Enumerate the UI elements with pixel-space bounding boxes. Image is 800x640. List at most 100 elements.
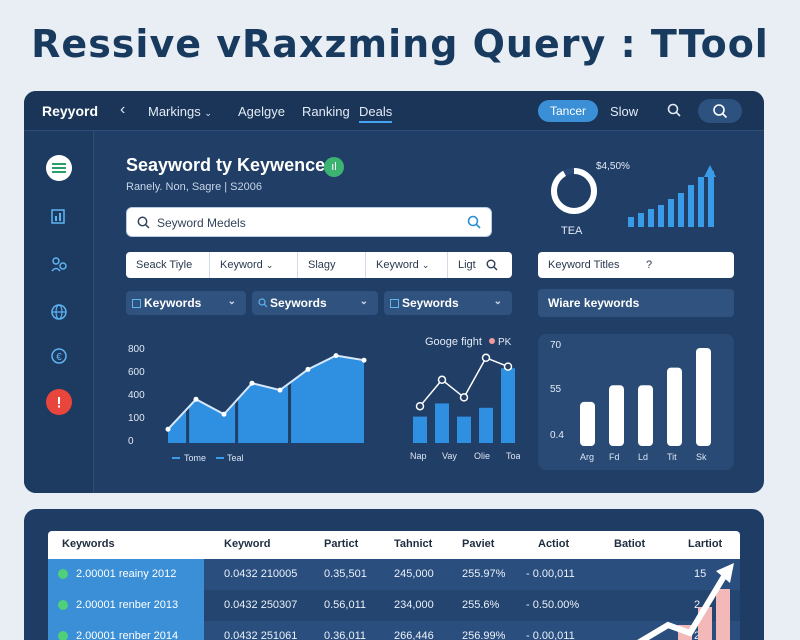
filter-bar: Seack Tiyle Keyword ⌄ Slagy Keyword ⌄ Li…	[126, 252, 512, 278]
filter-ligt[interactable]: Ligt	[448, 252, 512, 278]
x-tick-label: Olie	[474, 451, 490, 461]
check-icon	[58, 631, 68, 640]
donut-value: $4,50%	[596, 161, 630, 172]
bar	[501, 368, 515, 443]
filter-keyword[interactable]: Keyword ⌄	[210, 252, 298, 278]
mini-bar	[708, 171, 714, 227]
mini-bar	[628, 217, 634, 227]
legend-swatch	[172, 457, 180, 459]
alert-icon[interactable]	[46, 389, 72, 415]
area-fill	[168, 355, 364, 443]
search-button[interactable]	[698, 99, 742, 123]
search-submit-icon[interactable]	[467, 215, 481, 229]
col-tahnict[interactable]: Tahnict	[394, 538, 433, 550]
bar	[638, 385, 653, 446]
bar	[479, 407, 493, 443]
col-batiot[interactable]: Batiot	[614, 538, 646, 550]
nav-agelgye[interactable]: Agelgye	[238, 104, 285, 119]
y-tick-label: 100	[128, 413, 145, 424]
users-icon[interactable]	[46, 251, 72, 277]
y-tick-label: 800	[128, 344, 145, 355]
table-cell: 245,000	[394, 568, 434, 580]
table-cell: - 0.00,011	[526, 630, 575, 640]
trend-up-arrow-icon	[637, 563, 734, 640]
x-tick-label: Vay	[442, 451, 457, 461]
nav-markings[interactable]: Markings ⌄	[148, 104, 212, 119]
keyword-cell[interactable]: 2.00001 reainy 2012	[48, 559, 204, 590]
currency-icon[interactable]: €	[46, 343, 72, 369]
bar-chart: 70 55 0.4 Arg Fd Ld Tit Sk	[550, 340, 711, 462]
data-point	[333, 353, 339, 359]
y-tick-label: 70	[550, 340, 562, 351]
y-tick-label: 0.4	[550, 430, 564, 441]
table-cell: - 0.50.00%	[526, 599, 580, 611]
tancer-button[interactable]: Tancer	[538, 100, 598, 122]
data-point	[361, 357, 367, 363]
y-tick-label: 600	[128, 367, 145, 378]
dropdown-label: Seywords	[402, 296, 459, 310]
col-partict[interactable]: Partict	[324, 538, 359, 550]
svg-text:€: €	[56, 352, 62, 363]
filter-search-style[interactable]: Seack Tiyle	[126, 252, 210, 278]
folder-icon	[390, 297, 399, 311]
table-row[interactable]: 2.00001 renber 2013 0.0432 250307 0.56,011…	[48, 590, 740, 621]
y-tick-label: 55	[550, 384, 562, 395]
dashboard-panel: Reyyord ‹ Markings ⌄ Agelgye Ranking Dea…	[24, 91, 764, 493]
table-row[interactable]: 2.00001 renber 2014 0.0432 251061 0.36,011…	[48, 621, 740, 640]
globe-icon[interactable]	[46, 299, 72, 325]
slow-button[interactable]: Slow	[610, 104, 639, 119]
col-keyword[interactable]: Keyword	[224, 538, 271, 550]
dropdown-label: Seywords	[270, 296, 327, 310]
seywords-dropdown[interactable]: Seywords ⌄	[252, 291, 378, 315]
mini-bar	[698, 177, 704, 227]
list-icon[interactable]	[46, 155, 72, 181]
data-point	[221, 411, 227, 417]
back-chevron-icon[interactable]: ‹	[120, 101, 126, 118]
bar	[580, 401, 595, 446]
col-actiot[interactable]: Actiot	[538, 538, 570, 550]
keywords-dropdown[interactable]: Keywords ⌄	[126, 291, 246, 315]
table-cell: 15	[694, 568, 707, 580]
combo-chart: Googe fight PK Nap Vay Olie Toar	[410, 336, 520, 461]
mini-bar	[668, 199, 674, 227]
help-icon[interactable]: ?	[646, 259, 653, 271]
table-cell: 256.99%	[462, 630, 506, 640]
mini-bar	[658, 205, 664, 227]
table-cell: 0.0432 251061	[224, 630, 298, 640]
mini-bars	[628, 165, 716, 227]
filter-slagy[interactable]: Slagy	[298, 252, 366, 278]
bar	[413, 416, 427, 443]
table-row[interactable]: 2.00001 reainy 2012 0.0432 210005 0.35,501…	[48, 559, 740, 590]
search-icon	[713, 104, 728, 119]
col-keywords[interactable]: Keywords	[62, 538, 115, 550]
seywords-dropdown-2[interactable]: Seywords ⌄	[384, 291, 512, 315]
page-subtitle: Ranely. Non, Sagre | S2006	[126, 181, 262, 193]
legend-dot	[489, 338, 495, 344]
chevron-down-icon: ⌄	[359, 296, 368, 307]
x-tick-label: Arg	[580, 452, 594, 462]
where-keywords-button[interactable]: Wiare keywords	[538, 289, 734, 317]
table-header: Keywords Keyword Partict Tahnict Paviet …	[48, 531, 740, 559]
col-lartiot[interactable]: Lartiot	[688, 538, 723, 550]
filter-keyword-2[interactable]: Keyword ⌄	[366, 252, 448, 278]
nav-ranking[interactable]: Ranking	[302, 104, 350, 119]
table-cell: 2	[694, 630, 701, 640]
dropdown-label: Keywords	[144, 296, 202, 310]
report-chart-icon[interactable]	[46, 203, 72, 229]
keyword-cell[interactable]: 2.00001 renber 2013	[48, 590, 204, 621]
col-paviet[interactable]: Paviet	[462, 538, 495, 550]
keyword-titles-label: Keyword Titles	[548, 259, 620, 271]
keyword-cell[interactable]: 2.00001 renber 2014	[48, 621, 204, 640]
bar-chart-card: 70 55 0.4 Arg Fd Ld Tit Sk	[538, 334, 734, 470]
keyword-titles-field[interactable]: Keyword Titles ?	[538, 252, 734, 278]
data-point	[415, 401, 425, 411]
brand-logo[interactable]: Reyyord	[42, 103, 99, 119]
page-title: Seayword ty Keywence	[126, 155, 326, 175]
search-icon[interactable]	[667, 103, 681, 122]
search-icon	[137, 216, 150, 229]
nav-deals[interactable]: Deals	[359, 104, 393, 123]
mini-bar	[638, 213, 644, 227]
x-tick-label: Fd	[609, 452, 620, 462]
search-field[interactable]: Seyword Medels	[126, 207, 492, 237]
bar-chart-badge-icon: ıl	[324, 157, 344, 177]
